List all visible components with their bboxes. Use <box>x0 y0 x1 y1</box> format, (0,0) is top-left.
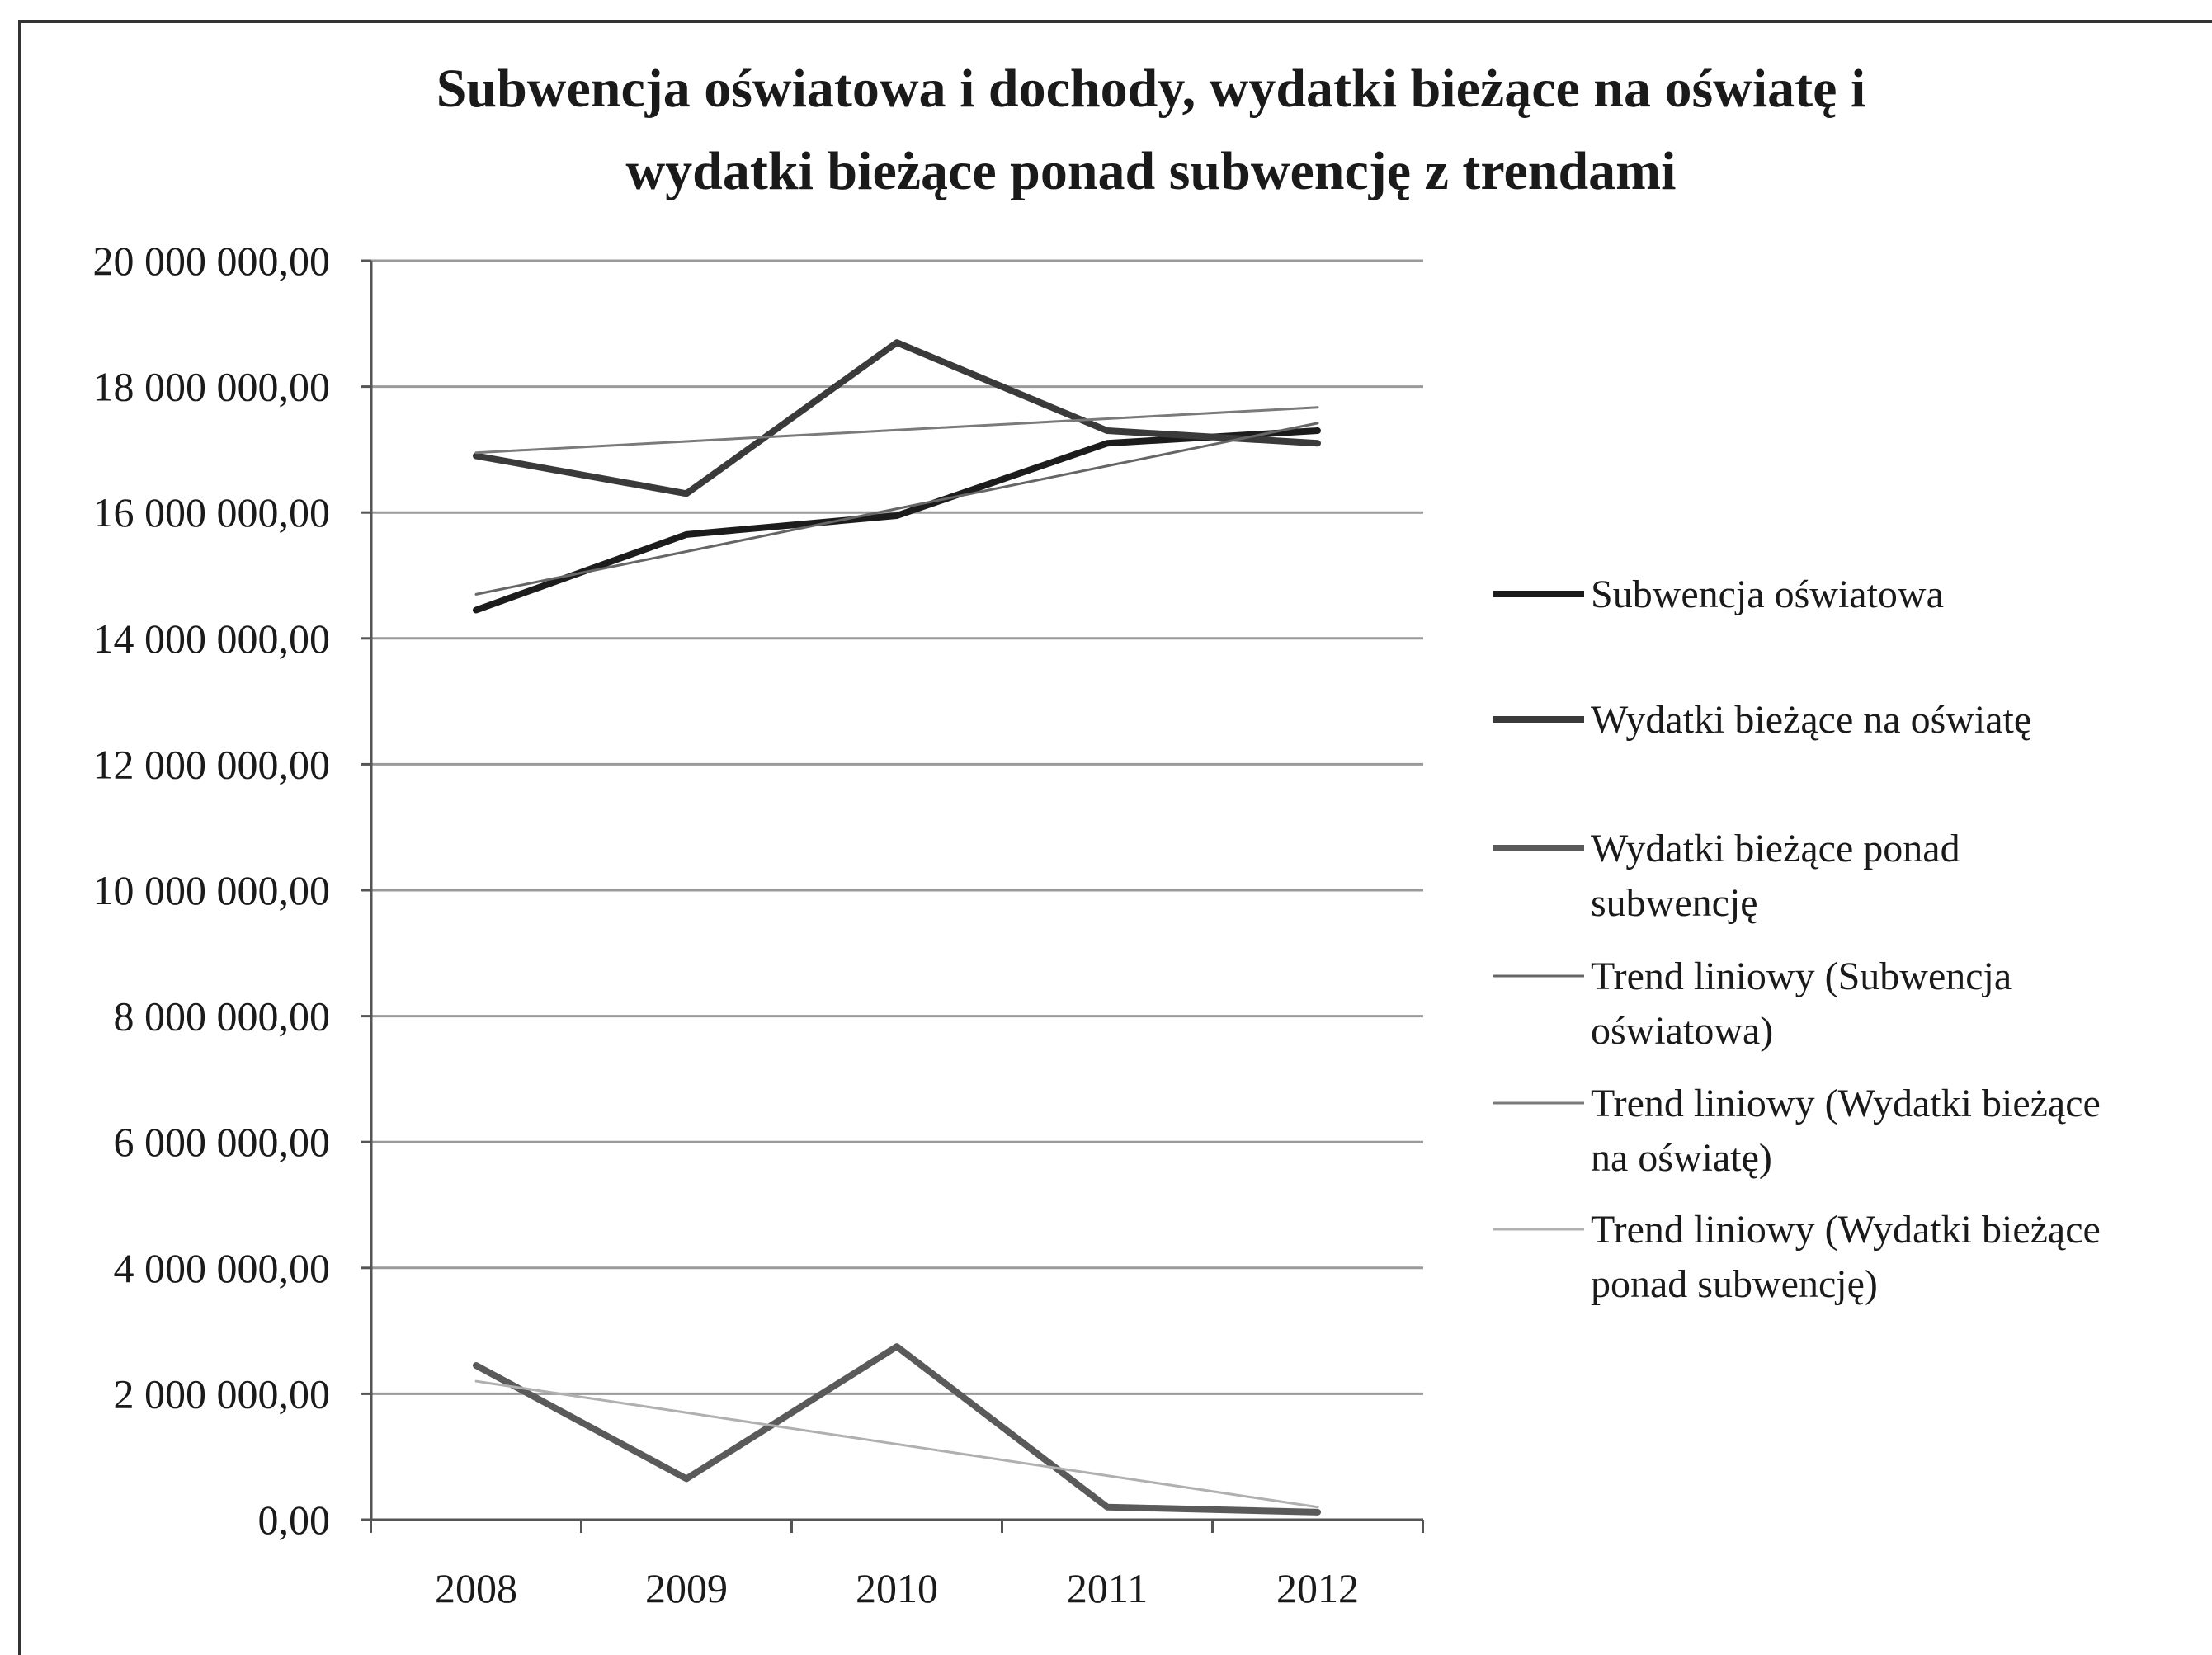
series-lines <box>473 339 1321 1516</box>
legend-label: Trend liniowy (Subwencja <box>1591 955 2012 998</box>
y-tick-label: 6 000 000,00 <box>114 1119 331 1165</box>
y-tick-label: 14 000 000,00 <box>93 615 331 662</box>
chart-title: Subwencja oświatowa i dochody, wydatki b… <box>173 48 2129 213</box>
x-axis-tick-labels: 2008 2009 2010 2011 2012 <box>435 1565 1359 1611</box>
y-tick-label: 18 000 000,00 <box>93 364 331 410</box>
series-line <box>474 406 1319 455</box>
gridlines <box>371 259 1423 1395</box>
x-tick-label: 2012 <box>1276 1565 1359 1611</box>
y-tick-label: 4 000 000,00 <box>114 1245 331 1291</box>
series-line <box>473 339 1321 497</box>
legend-label: oświatowa) <box>1591 1009 1773 1053</box>
legend-label: na oświatę) <box>1591 1136 1772 1180</box>
x-tick-label: 2010 <box>856 1565 938 1611</box>
series-line <box>473 427 1321 614</box>
y-tick-label: 2 000 000,00 <box>114 1370 331 1417</box>
chart-frame <box>18 20 2212 1655</box>
series-line <box>474 422 1319 596</box>
chart-title-line-2: wydatki bieżące ponad subwencję z trenda… <box>625 141 1677 201</box>
legend-label: Trend liniowy (Wydatki bieżące <box>1591 1208 2101 1252</box>
legend-label: subwencję <box>1591 881 1758 925</box>
y-axis-tick-labels: 0,00 2 000 000,00 4 000 000,00 6 000 000,00… <box>93 238 331 1543</box>
chart-title-line-1: Subwencja oświatowa i dochody, wydatki b… <box>436 59 1866 119</box>
y-tick-label: 12 000 000,00 <box>93 741 331 787</box>
legend-label: ponad subwencję) <box>1591 1262 1878 1306</box>
series-line <box>473 1343 1321 1516</box>
y-tick-label: 10 000 000,00 <box>93 867 331 913</box>
legend-label: Subwencja oświatowa <box>1591 573 1944 616</box>
x-tick-label: 2011 <box>1067 1565 1148 1611</box>
y-tick-label: 20 000 000,00 <box>93 238 331 284</box>
series-line <box>474 1379 1319 1509</box>
legend: Subwencja oświatowa Wydatki bieżące na oś… <box>1493 573 2101 1306</box>
y-tick-label: 0,00 <box>258 1497 331 1543</box>
y-tick-label: 8 000 000,00 <box>114 993 331 1040</box>
legend-label: Wydatki bieżące ponad <box>1591 827 1960 870</box>
x-tick-label: 2009 <box>645 1565 728 1611</box>
legend-label: Trend liniowy (Wydatki bieżące <box>1591 1082 2101 1125</box>
x-tick-label: 2008 <box>435 1565 517 1611</box>
legend-label: Wydatki bieżące na oświatę <box>1591 698 2031 742</box>
y-tick-label: 16 000 000,00 <box>93 489 331 535</box>
axes <box>361 259 1424 1533</box>
